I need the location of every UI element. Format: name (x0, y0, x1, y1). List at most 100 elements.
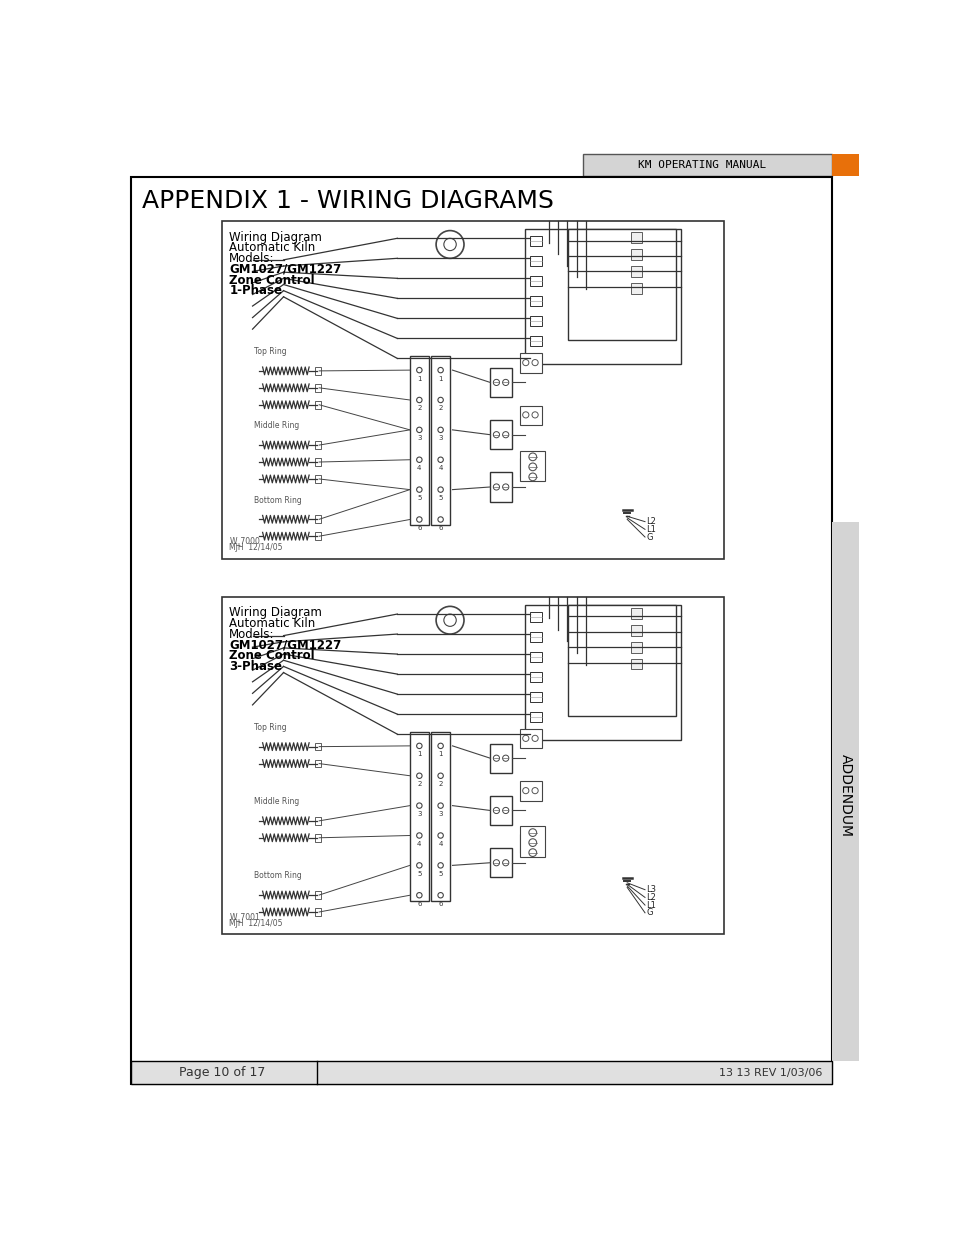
Text: ADDENDUM: ADDENDUM (838, 753, 852, 836)
Bar (314, 834, 320, 841)
Bar (519, 782, 541, 800)
Text: 1: 1 (437, 751, 442, 757)
Bar (314, 458, 320, 466)
Bar (530, 672, 542, 682)
Bar (519, 405, 541, 425)
Text: 4: 4 (438, 466, 442, 471)
Text: W_7001: W_7001 (229, 913, 260, 921)
Bar (525, 228, 680, 364)
Text: 6: 6 (437, 900, 442, 906)
Text: 3-Phase: 3-Phase (229, 661, 282, 673)
Bar (314, 367, 320, 374)
Text: 5: 5 (416, 871, 421, 877)
Bar (431, 356, 450, 525)
Text: Middle Ring: Middle Ring (253, 421, 299, 431)
Text: 4: 4 (416, 841, 421, 847)
Text: L2: L2 (646, 517, 656, 526)
Text: Zone Control: Zone Control (229, 274, 314, 287)
Text: Models:: Models: (229, 627, 274, 641)
Text: L1: L1 (646, 525, 656, 534)
Text: 13 13 REV 1/03/06: 13 13 REV 1/03/06 (718, 1068, 821, 1078)
Text: L3: L3 (646, 885, 656, 894)
Bar (519, 834, 541, 853)
Bar (530, 296, 542, 306)
Bar (630, 266, 640, 277)
Bar (314, 532, 320, 540)
Text: 1: 1 (416, 751, 421, 757)
Bar (519, 826, 544, 857)
Bar (530, 336, 542, 346)
Text: 4: 4 (438, 841, 442, 847)
Text: G: G (646, 532, 653, 542)
Text: Bottom Ring: Bottom Ring (253, 495, 301, 505)
Text: 3: 3 (416, 811, 421, 818)
Bar (630, 608, 640, 619)
Text: APPENDIX 1 - WIRING DIAGRAMS: APPENDIX 1 - WIRING DIAGRAMS (142, 189, 554, 212)
Bar (630, 232, 640, 243)
Text: 1: 1 (437, 375, 442, 382)
Text: 2: 2 (416, 405, 421, 411)
Text: G: G (646, 908, 653, 918)
Bar (221, 221, 723, 558)
Bar (831, 154, 858, 175)
Text: GM1027/GM1227: GM1027/GM1227 (229, 263, 341, 275)
Text: 1: 1 (416, 375, 421, 382)
Bar (490, 795, 512, 825)
Text: W_7000: W_7000 (229, 536, 260, 546)
Text: 3: 3 (437, 435, 442, 441)
Bar (530, 711, 542, 721)
Bar (410, 356, 428, 525)
Text: Automatic Kiln: Automatic Kiln (229, 241, 315, 254)
Text: 5: 5 (416, 495, 421, 501)
Text: MJH  12/14/05: MJH 12/14/05 (229, 543, 282, 552)
Text: 1-Phase: 1-Phase (229, 284, 282, 298)
Text: 6: 6 (416, 525, 421, 531)
Bar (567, 605, 676, 716)
Bar (530, 692, 542, 701)
Text: 6: 6 (437, 525, 442, 531)
Text: Zone Control: Zone Control (229, 650, 314, 662)
Bar (519, 353, 541, 373)
Bar (530, 316, 542, 326)
Bar (530, 256, 542, 266)
Bar (221, 597, 723, 935)
Bar (630, 249, 640, 259)
Text: L1: L1 (646, 900, 656, 910)
Bar (314, 818, 320, 825)
Bar (314, 515, 320, 524)
Bar (610, 237, 627, 245)
Bar (431, 732, 450, 900)
Text: Automatic Kiln: Automatic Kiln (229, 618, 315, 630)
Text: 5: 5 (438, 495, 442, 501)
Bar (314, 475, 320, 483)
Text: 2: 2 (438, 782, 442, 787)
Bar (519, 451, 544, 482)
Text: 3: 3 (416, 435, 421, 441)
Text: KM OPERATING MANUAL: KM OPERATING MANUAL (638, 161, 765, 170)
Bar (530, 611, 542, 621)
Bar (314, 384, 320, 391)
Bar (131, 1061, 831, 1084)
Bar (490, 420, 512, 450)
Text: Middle Ring: Middle Ring (253, 798, 299, 806)
Text: 2: 2 (416, 782, 421, 787)
Bar (314, 892, 320, 899)
Bar (314, 760, 320, 767)
Bar (582, 154, 831, 175)
Text: 6: 6 (416, 900, 421, 906)
Bar (314, 908, 320, 916)
Text: Bottom Ring: Bottom Ring (253, 872, 301, 881)
Text: 4: 4 (416, 466, 421, 471)
Bar (490, 368, 512, 398)
Bar (630, 625, 640, 636)
Bar (490, 848, 512, 877)
Text: Models:: Models: (229, 252, 274, 266)
Text: MJH  12/14/05: MJH 12/14/05 (229, 919, 282, 929)
Bar (610, 613, 627, 620)
Bar (530, 652, 542, 662)
Text: Wiring Diagram: Wiring Diagram (229, 231, 322, 243)
Bar (530, 236, 542, 246)
Text: Wiring Diagram: Wiring Diagram (229, 606, 322, 619)
Bar (630, 283, 640, 294)
Text: 5: 5 (438, 871, 442, 877)
